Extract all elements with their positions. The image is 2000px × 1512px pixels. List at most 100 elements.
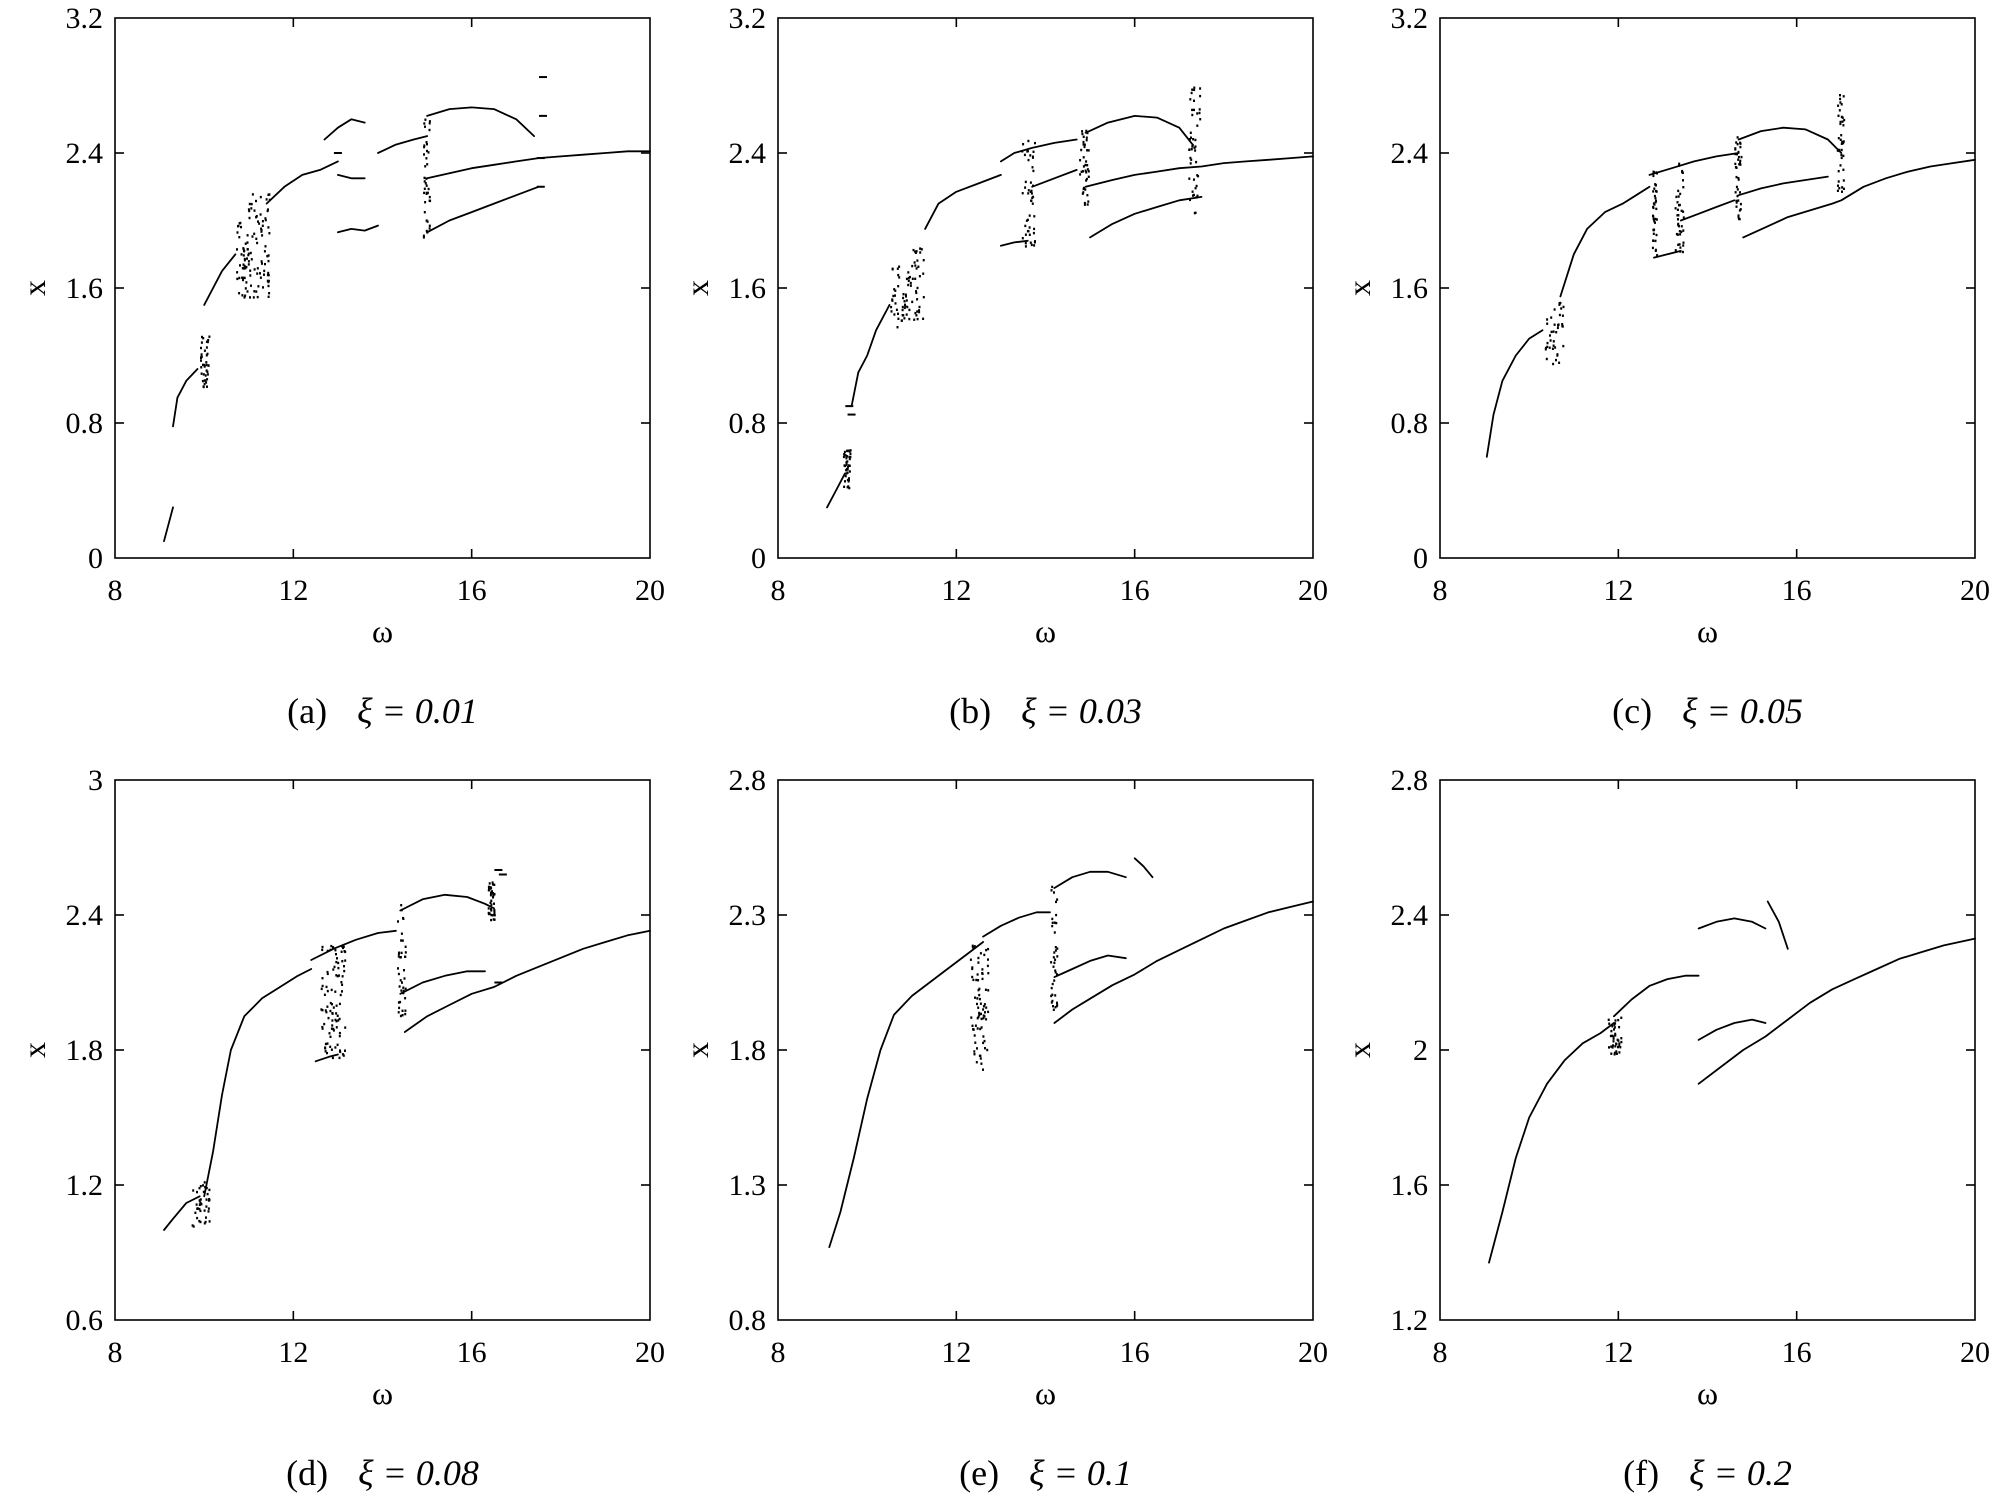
scatter-point <box>1027 192 1030 195</box>
chart-panel-f: 8 12 16 20 1.2 1.6 2 2.4 2.8 ω x (f) ξ = 0.2 <box>1341 764 1990 1493</box>
scatter-point <box>1614 1032 1617 1036</box>
scatter-point <box>847 413 856 416</box>
caption-parameter: ξ = 0.08 <box>358 1453 479 1493</box>
scatter-point <box>253 290 256 293</box>
scatter-point <box>978 997 981 1001</box>
scatter-point <box>1033 215 1036 218</box>
chaotic-band <box>1021 139 1036 248</box>
bifurcation-branch <box>1613 974 1700 1018</box>
scatter-point <box>845 468 848 472</box>
scatter-point <box>341 945 344 948</box>
scatter-point <box>397 955 400 958</box>
scatter-point <box>242 263 245 266</box>
scatter-point <box>250 202 253 206</box>
scatter-point <box>342 1054 345 1057</box>
scatter-point <box>1611 1025 1614 1028</box>
caption-label: (a) <box>287 691 327 731</box>
scatter-point <box>1053 979 1056 982</box>
scatter-point <box>1028 233 1031 236</box>
scatter-point <box>398 951 401 954</box>
bifurcation-branch <box>982 911 1051 938</box>
scatter-point <box>320 1008 323 1011</box>
scatter-point <box>321 1025 324 1029</box>
scatter-point <box>983 1003 986 1006</box>
scatter-point <box>1839 120 1842 124</box>
scatter-point <box>404 955 407 958</box>
scatter-point <box>198 1187 201 1190</box>
scatter-point <box>268 198 271 202</box>
x-tick-label: 20 <box>635 574 665 607</box>
x-tick-label: 16 <box>457 574 487 607</box>
scatter-point <box>344 1049 346 1052</box>
scatter-point <box>1052 956 1055 959</box>
scatter-point <box>425 184 428 187</box>
scatter-point <box>340 981 343 984</box>
bifurcation-branch <box>1031 169 1078 188</box>
scatter-point <box>397 972 400 976</box>
scatter-point <box>902 314 905 317</box>
scatter-point <box>1193 86 1196 89</box>
scatter-point <box>207 1210 210 1213</box>
scatter-point <box>897 273 900 277</box>
scatter-point <box>1198 111 1201 115</box>
scatter-point <box>1734 148 1737 151</box>
scatter-point <box>1560 307 1563 310</box>
scatter-point <box>1084 163 1087 167</box>
scatter-point <box>980 1026 983 1029</box>
scatter-point <box>916 298 919 301</box>
y-tick-label: 3 <box>88 764 103 797</box>
scatter-point <box>1190 136 1192 139</box>
caption-parameter: ξ = 0.03 <box>1021 691 1142 731</box>
scatter-point <box>487 907 490 910</box>
scatter-point <box>1054 971 1057 974</box>
scatter-point <box>195 1203 198 1206</box>
scatter-point <box>490 887 493 890</box>
scatter-point <box>901 308 904 312</box>
scatter-point <box>914 311 917 315</box>
bifurcation-branch <box>399 970 486 995</box>
y-axis-label: x <box>679 280 715 296</box>
scatter-point <box>972 978 975 982</box>
scatter-point <box>236 248 238 251</box>
scatter-point <box>1031 166 1034 169</box>
scatter-point <box>1191 108 1194 112</box>
scatter-point <box>202 363 204 367</box>
scatter-point <box>249 296 251 299</box>
scatter-point <box>903 317 906 320</box>
scatter-point <box>1617 1018 1620 1022</box>
scatter-point <box>426 163 429 166</box>
scatter-point <box>848 486 851 490</box>
scatter-point <box>1620 1040 1623 1044</box>
scatter-point <box>1050 961 1053 964</box>
y-tick-label: 2.4 <box>66 899 104 932</box>
scatter-point <box>491 881 494 884</box>
scatter-point <box>1544 348 1547 351</box>
scatter-point <box>1087 175 1090 178</box>
chaotic-band <box>236 221 249 299</box>
scatter-point <box>1083 203 1086 206</box>
scatter-point <box>1052 1005 1054 1008</box>
scatter-point <box>1840 115 1843 119</box>
scatter-point <box>268 292 271 295</box>
scatter-point <box>206 1192 209 1196</box>
scatter-point <box>1840 103 1843 106</box>
y-tick-label: 3.2 <box>729 2 767 35</box>
scatter-point <box>905 295 907 298</box>
scatter-point <box>1681 171 1684 174</box>
scatter-point <box>1613 1053 1616 1056</box>
scatter-point <box>982 1041 985 1045</box>
scatter-point <box>1676 233 1679 236</box>
scatter-point <box>1837 114 1840 117</box>
scatter-point <box>1024 245 1027 248</box>
scatter-point <box>1839 94 1841 97</box>
scatter-point <box>268 232 271 235</box>
scatter-point <box>915 314 918 317</box>
scatter-point <box>1652 239 1655 242</box>
scatter-point <box>1619 1046 1622 1049</box>
scatter-point <box>238 276 241 280</box>
scatter-point <box>244 287 247 290</box>
x-tick-label: 20 <box>635 1336 665 1369</box>
scatter-point <box>916 317 919 321</box>
scatter-point <box>1196 174 1199 177</box>
scatter-point <box>848 464 851 467</box>
